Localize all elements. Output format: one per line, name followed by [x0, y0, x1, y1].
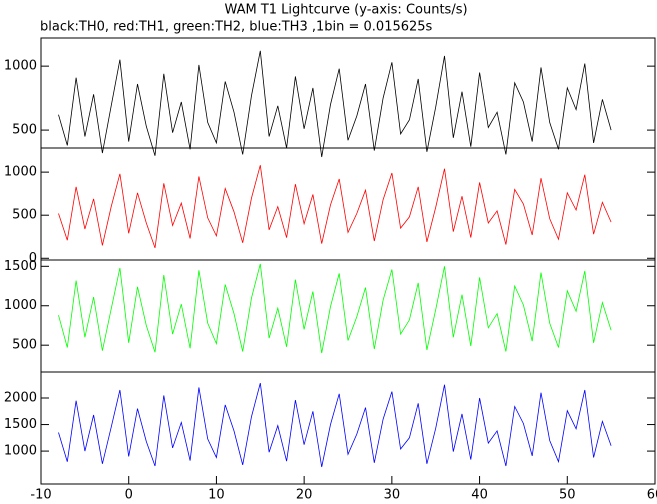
y-tick-label: 500 [12, 338, 37, 353]
trace [58, 382, 612, 468]
trace [58, 50, 612, 158]
y-tick-label: 1000 [4, 298, 37, 313]
y-tick-label: 500 [12, 123, 37, 138]
y-tick-label: 1500 [4, 417, 37, 432]
panel-frame [40, 371, 656, 485]
y-tick-label: 2000 [4, 391, 37, 406]
y-tick-label: 500 [12, 208, 37, 223]
x-tick-label: 30 [384, 488, 401, 503]
y-tick-label: 1500 [4, 259, 37, 274]
trace [58, 263, 612, 354]
y-tick-label: 1000 [4, 59, 37, 74]
x-tick-label: 50 [559, 488, 576, 503]
chart-subtitle: black:TH0, red:TH1, green:TH2, blue:TH3 … [40, 20, 433, 35]
y-tick-label: 1000 [4, 444, 37, 459]
panel-frame [40, 37, 656, 149]
x-tick-label: -10 [30, 488, 51, 503]
x-tick-label: 0 [125, 488, 133, 503]
trace [58, 165, 612, 249]
y-tick-label: 0 [29, 251, 37, 266]
y-tick-label: 1000 [4, 165, 37, 180]
x-tick-label: 20 [296, 488, 313, 503]
x-tick-label: 60 [647, 488, 657, 503]
x-tick-label: 10 [208, 488, 225, 503]
chart-title: WAM T1 Lightcurve (y-axis: Counts/s) [224, 3, 467, 18]
panel-frame [40, 147, 656, 261]
x-tick-label: 40 [471, 488, 488, 503]
